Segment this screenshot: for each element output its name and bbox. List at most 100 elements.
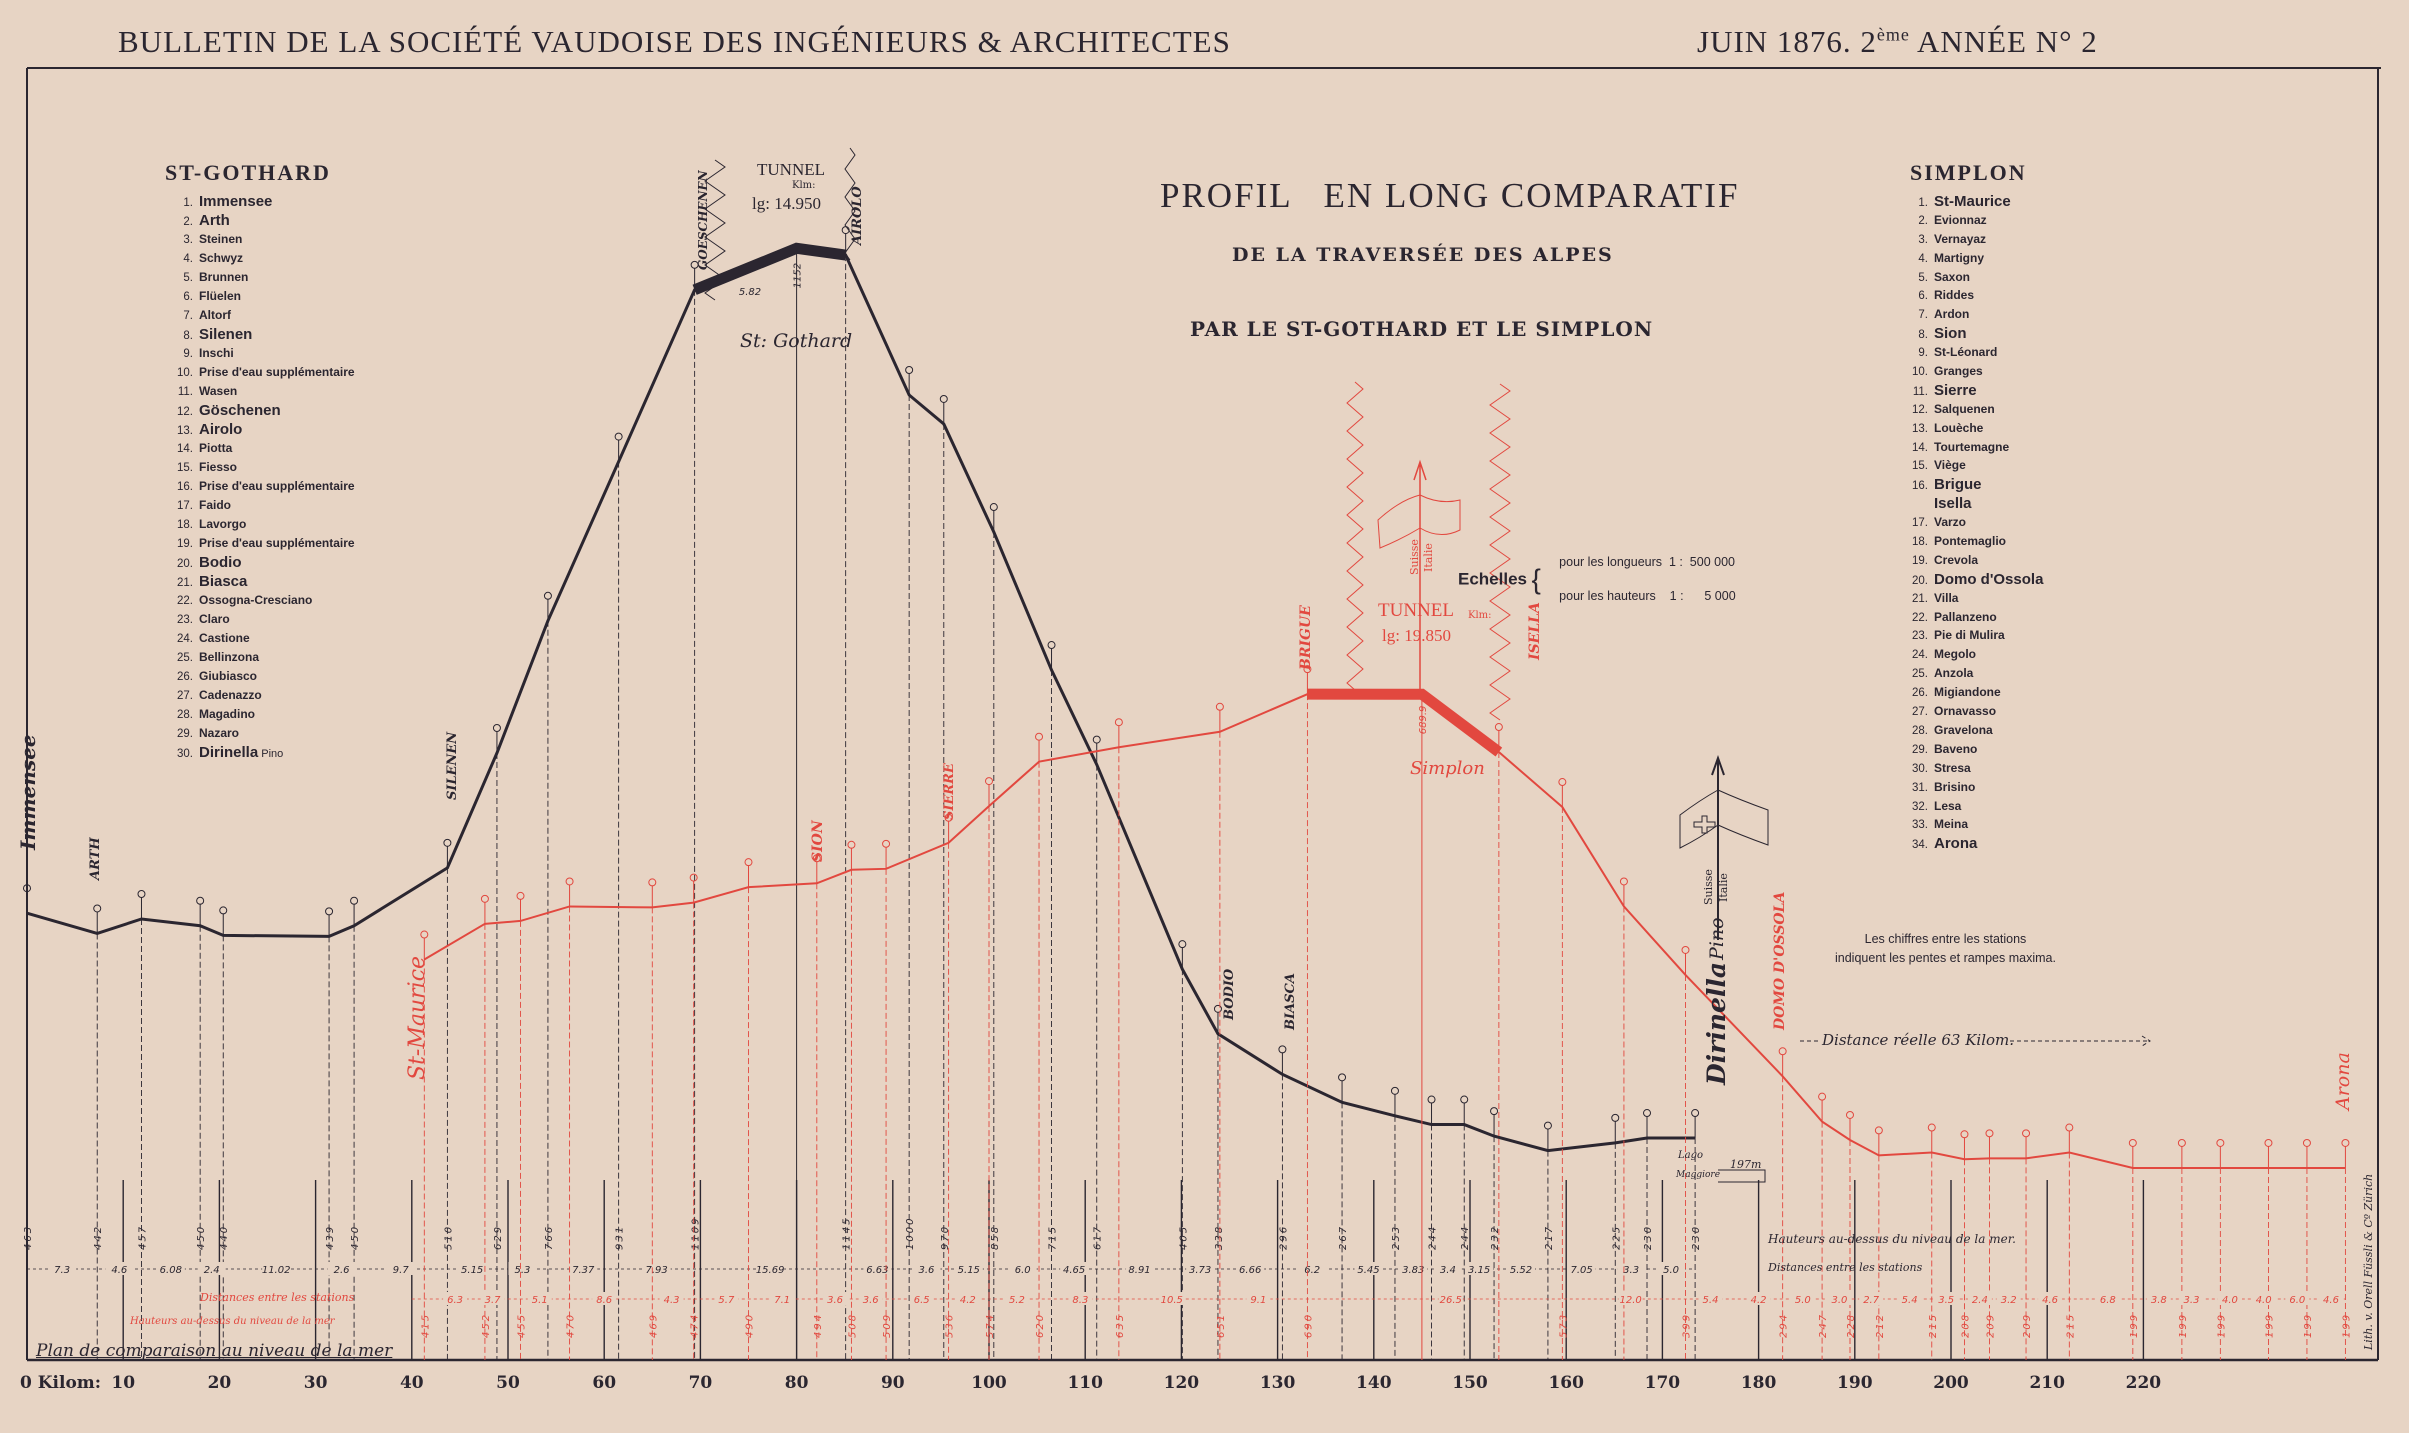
distance-label-bg xyxy=(443,1292,468,1305)
station-distance-label: 6.2 xyxy=(1304,1265,1320,1276)
station-list-item: 30. Stresa xyxy=(1900,759,2043,778)
station-marker xyxy=(565,877,574,886)
station-number: 26. xyxy=(177,671,193,683)
distance-label-bg xyxy=(1657,1262,1686,1275)
station-elevation-label: 215 xyxy=(2065,1313,2076,1338)
station-marker xyxy=(744,858,753,867)
distance-label-bg xyxy=(197,1262,226,1275)
station-name: Flüelen xyxy=(199,289,242,303)
x-tick-label: 190 xyxy=(1837,1373,1873,1393)
station-elevation-label: 457 xyxy=(137,1225,148,1250)
station-marker xyxy=(1390,1086,1399,1095)
station-distance-label: 4.65 xyxy=(1063,1265,1085,1276)
station-list-item: 25. Bellinzona xyxy=(165,648,355,667)
station-marker xyxy=(196,896,205,905)
station-marker xyxy=(443,838,452,847)
distance-label-bg xyxy=(1746,1292,1771,1305)
station-list-item: 2. Evionnaz xyxy=(1900,211,2043,230)
station-marker xyxy=(2065,1123,2074,1132)
station-elevation-label: 474 xyxy=(690,1313,701,1338)
station-distance-label: 3.6 xyxy=(863,1295,879,1306)
station-name: Brisino xyxy=(1934,779,1976,794)
station-elevation-label: 858 xyxy=(990,1225,1001,1250)
station-elevation-label: 199 xyxy=(2264,1313,2275,1338)
station-name: Vernayaz xyxy=(1934,231,1987,246)
station-list-item: 7. Ardon xyxy=(1900,305,2043,324)
station-number: 22. xyxy=(177,595,193,607)
station-distance-label: 2.4 xyxy=(204,1265,220,1276)
station-list-item: 33. Meina xyxy=(1900,815,2043,834)
lago-marker xyxy=(1718,1169,1766,1183)
distance-label-bg xyxy=(1246,1292,1271,1305)
simplon-tunnel-label: TUNNEL xyxy=(1378,600,1454,621)
station-marker xyxy=(1691,1109,1700,1118)
station-name: Anzola xyxy=(1934,666,1974,681)
station-name: Riddes xyxy=(1934,288,1975,303)
station-marker xyxy=(1460,1095,1469,1104)
station-distance-label: 4.0 xyxy=(2222,1295,2238,1306)
station-label-sion: SION xyxy=(810,820,826,862)
station-elevation-label: 635 xyxy=(1115,1313,1126,1338)
distance-label-bg xyxy=(156,1262,185,1275)
distance-label-bg xyxy=(756,1262,785,1275)
station-elevation-label: 209 xyxy=(2022,1313,2033,1338)
station-marker xyxy=(1960,1130,1969,1139)
station-name: Villa xyxy=(1934,590,1959,605)
station-list-item: 22. Pallanzeno xyxy=(1900,608,2043,627)
station-number: 21. xyxy=(177,577,193,589)
issue-sup: ème xyxy=(1876,24,1910,45)
station-name: Silenen xyxy=(199,326,253,343)
simplon-pass-label: Simplon xyxy=(1410,758,1485,779)
station-marker xyxy=(648,878,657,887)
station-number: 30. xyxy=(177,748,193,760)
station-list-item: 23. Claro xyxy=(165,610,355,629)
station-list-item: 23. Pie di Mulira xyxy=(1900,626,2043,645)
station-name: Brigue xyxy=(1934,476,1982,494)
distance-label-bg xyxy=(1827,1292,1852,1305)
distance-label-bg xyxy=(1438,1292,1463,1305)
station-elevation-label: 232 xyxy=(1490,1225,1501,1250)
station-name: Arth xyxy=(199,212,230,229)
station-name: Dirinella xyxy=(199,744,259,761)
station-name: Sion xyxy=(1934,325,1967,343)
distance-label-bg xyxy=(48,1262,77,1275)
station-number: 23. xyxy=(177,614,193,626)
station-number: 11. xyxy=(177,386,193,398)
distance-label-bg xyxy=(480,1292,505,1305)
x-tick-label: 0 Kilom: xyxy=(20,1373,101,1393)
station-number: 16. xyxy=(177,481,193,493)
station-elevation-label: 217 xyxy=(1544,1225,1555,1250)
station-number: 14. xyxy=(177,443,193,455)
station-distance-label: 5.15 xyxy=(958,1265,980,1276)
station-elevation-label: 228 xyxy=(1846,1313,1857,1338)
station-distance-label: 5.7 xyxy=(718,1295,735,1306)
station-elevation-label: 1109 xyxy=(691,1217,702,1250)
simplon-series: 689.9 415 452 455 470 469 474 490 494 508 509 536 57… xyxy=(411,665,2352,1360)
station-elevation-label: 415 xyxy=(420,1313,431,1338)
distance-label-bg xyxy=(458,1262,487,1275)
station-list-item: 20. Bodio xyxy=(165,553,355,572)
station-distance-label: 5.0 xyxy=(1795,1295,1811,1306)
station-list-item: 3. Steinen xyxy=(165,230,355,249)
station-distance-label: 5.0 xyxy=(1663,1265,1679,1276)
station-distance-label: 3.73 xyxy=(1189,1265,1211,1276)
station-number: 32. xyxy=(1912,800,1928,813)
station-list-item: 4. Schwyz xyxy=(165,249,355,268)
station-marker xyxy=(93,904,102,913)
x-tick-label: 110 xyxy=(1067,1373,1103,1393)
station-elevation-label: 629 xyxy=(493,1225,504,1250)
station-distance-label: 3.5 xyxy=(1938,1295,1954,1306)
station-number: 19. xyxy=(1912,554,1928,567)
station-distance-label: 3.8 xyxy=(2151,1295,2167,1306)
station-marker xyxy=(325,907,334,916)
station-marker xyxy=(690,260,699,269)
station-number: 25. xyxy=(1912,668,1928,681)
station-marker xyxy=(492,724,501,733)
station-label-goeschenen: GOESCHENEN xyxy=(696,170,710,270)
station-marker xyxy=(989,503,998,512)
station-distance-label: 7.1 xyxy=(774,1295,790,1306)
station-list-item: 22. Ossogna-Cresciano xyxy=(165,591,355,610)
chart-subtitle-1: DE LA TRAVERSÉE DES ALPES xyxy=(1232,244,1614,266)
x-tick-label: 210 xyxy=(2029,1373,2065,1393)
profile-line xyxy=(423,693,2346,1169)
